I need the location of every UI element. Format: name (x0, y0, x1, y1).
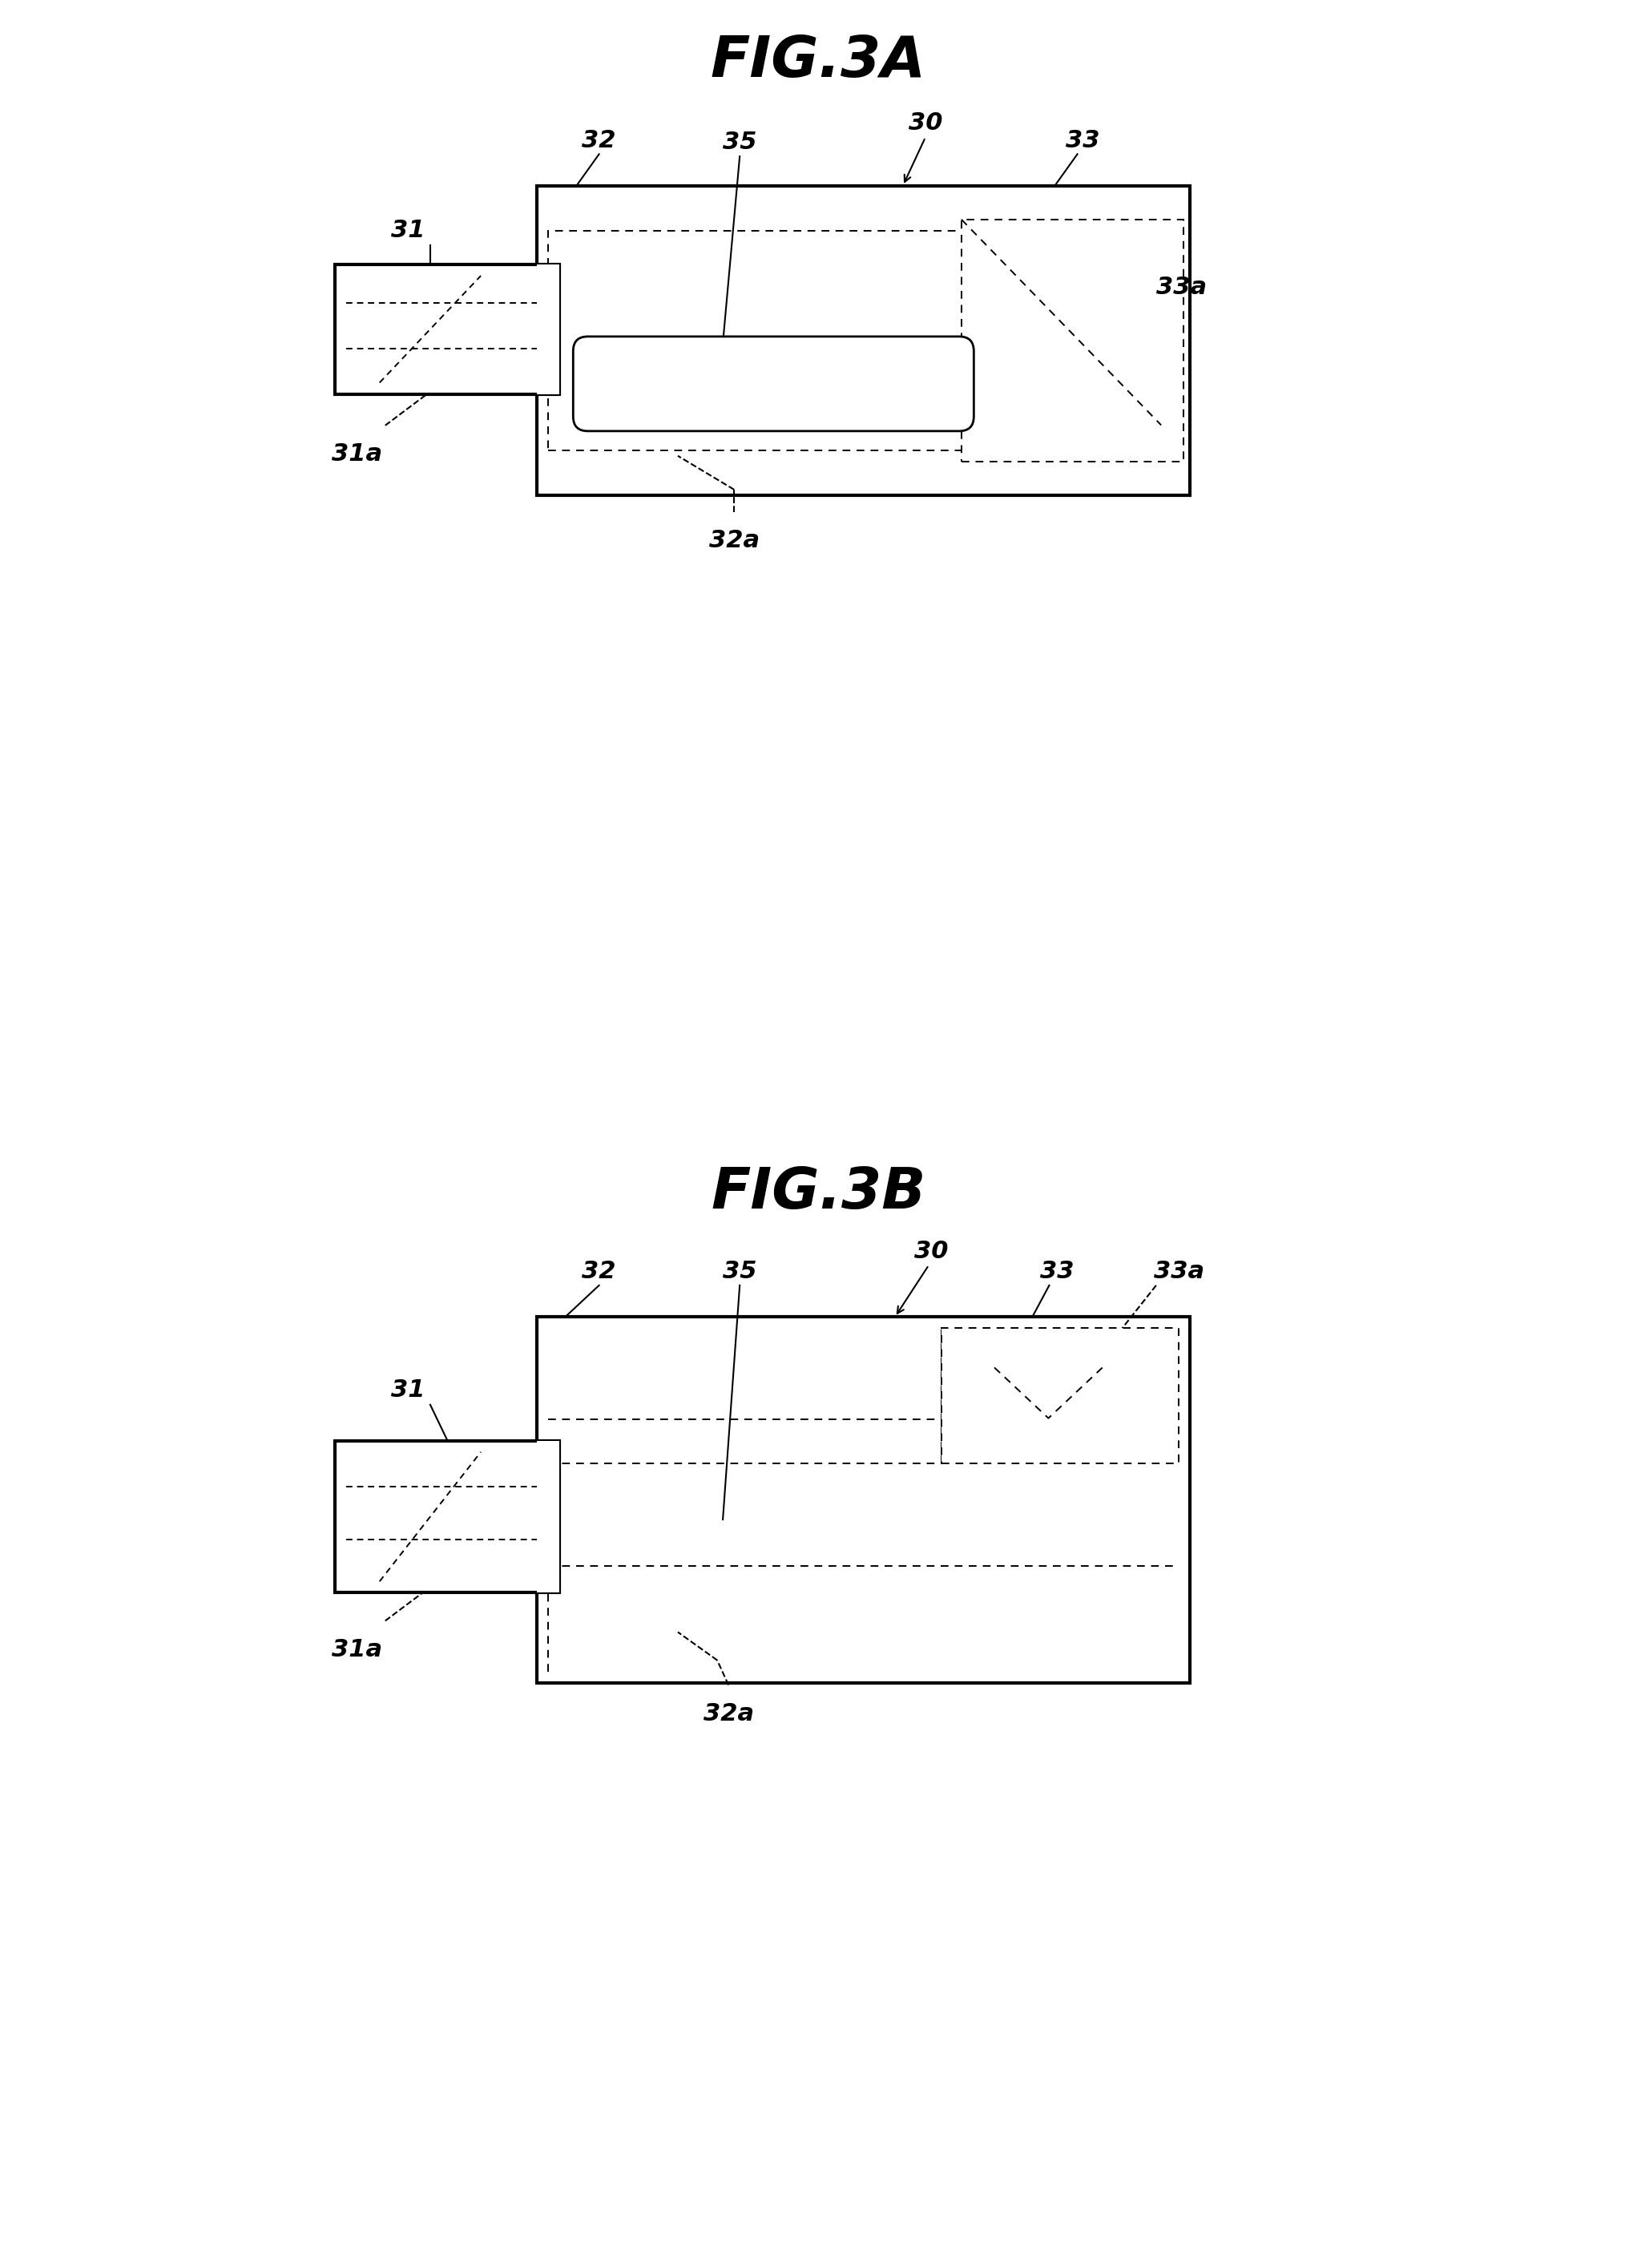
Text: 30: 30 (909, 111, 943, 136)
Text: 32a: 32a (709, 528, 760, 551)
FancyBboxPatch shape (573, 336, 974, 431)
Text: 32a: 32a (704, 1701, 753, 1726)
Bar (537, 1318, 1190, 1683)
Bar (961, 220, 1184, 460)
Text: FIG.3B: FIG.3B (710, 1166, 927, 1220)
Text: 35: 35 (722, 132, 756, 154)
Bar (537, 1440, 560, 1592)
Text: 31a: 31a (332, 442, 383, 465)
Text: 35: 35 (722, 1261, 756, 1284)
Text: 31: 31 (391, 218, 424, 243)
Text: FIG.3A: FIG.3A (710, 34, 927, 88)
Text: 33a: 33a (1154, 1261, 1205, 1284)
Bar (941, 1329, 1179, 1463)
Text: 33a: 33a (1156, 274, 1206, 299)
Text: 31a: 31a (332, 1637, 383, 1660)
Bar (334, 265, 560, 395)
Text: 30: 30 (913, 1241, 948, 1263)
Text: 31: 31 (391, 1379, 424, 1402)
Text: 32: 32 (583, 129, 616, 152)
Text: 33: 33 (1066, 129, 1100, 152)
Text: 33: 33 (1039, 1261, 1074, 1284)
Bar (537, 265, 560, 395)
Text: 32: 32 (583, 1261, 616, 1284)
Bar (537, 186, 1190, 494)
Bar (334, 1440, 560, 1592)
Bar (548, 231, 985, 449)
